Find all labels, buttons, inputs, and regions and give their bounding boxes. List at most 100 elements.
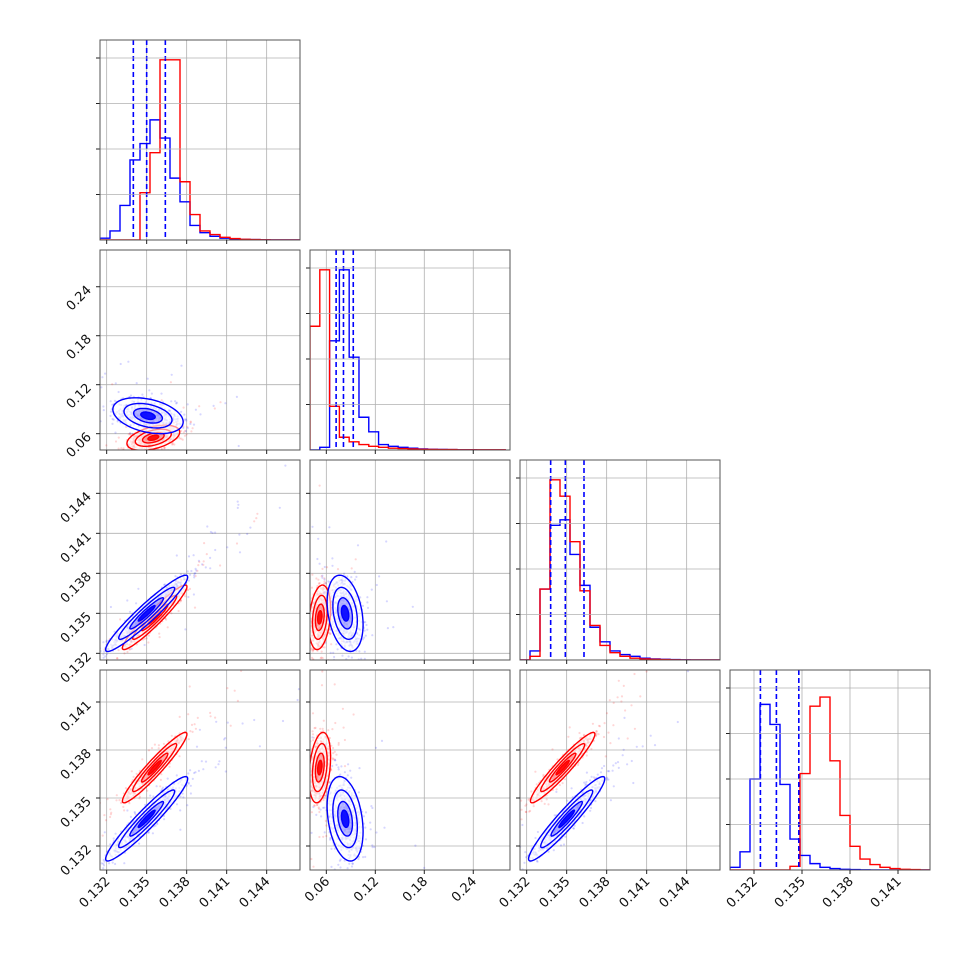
scatter-point: [124, 452, 126, 454]
scatter-point: [318, 562, 321, 565]
scatter-point: [109, 605, 112, 609]
scatter-point: [148, 389, 151, 392]
scatter-point: [179, 464, 181, 466]
scatter-point: [116, 657, 119, 660]
scatter-point: [94, 662, 96, 664]
scatter-point: [346, 575, 349, 578]
scatter-point: [311, 573, 314, 576]
scatter-point: [160, 447, 163, 450]
scatter-panel-3-0: [93, 669, 301, 874]
scatter-point: [143, 450, 145, 452]
scatter-point: [118, 486, 120, 488]
scatter-point: [123, 652, 126, 655]
scatter-point: [363, 650, 366, 653]
scatter-point: [166, 626, 169, 629]
scatter-point: [213, 407, 216, 410]
scatter-point: [36, 434, 38, 436]
scatter-point: [167, 740, 170, 743]
scatter-point: [116, 665, 118, 667]
scatter-point: [331, 564, 334, 567]
scatter-point: [350, 656, 353, 659]
scatter-point: [106, 798, 109, 801]
scatter-point: [182, 426, 185, 429]
scatter-point: [310, 647, 313, 650]
contour-red: [316, 610, 323, 625]
scatter-point: [310, 648, 313, 651]
scatter-point: [1, 753, 3, 755]
scatter-point: [329, 651, 332, 654]
scatter-point: [184, 595, 187, 598]
scatter-point: [187, 713, 190, 716]
scatter-point: [323, 580, 326, 583]
scatter-point: [103, 814, 106, 817]
scatter-point: [364, 621, 367, 624]
scatter-point: [186, 570, 189, 573]
scatter-point: [122, 693, 124, 695]
scatter-point: [122, 805, 125, 809]
scatter-point: [339, 661, 341, 663]
scatter-point: [88, 668, 90, 670]
scatter-point: [253, 520, 256, 523]
scatter-point: [130, 770, 133, 773]
scatter-point: [237, 444, 240, 448]
scatter-point: [318, 582, 321, 585]
scatter-point: [179, 600, 182, 603]
scatter-point: [359, 661, 361, 663]
scatter-point: [138, 769, 141, 772]
scatter-point: [171, 443, 174, 446]
scatter-point: [149, 451, 151, 453]
scatter-point: [321, 576, 324, 579]
scatter-point: [160, 399, 163, 402]
scatter-point: [198, 405, 201, 408]
scatter-point: [320, 575, 323, 578]
scatter-point: [306, 634, 308, 636]
scatter-point: [354, 578, 357, 581]
scatter-point: [330, 643, 333, 646]
scatter-point: [186, 425, 189, 428]
scatter-point: [184, 628, 187, 631]
scatter-point: [194, 727, 197, 730]
scatter-point: [329, 632, 332, 636]
scatter-point: [190, 430, 193, 433]
scatter-point: [188, 685, 191, 688]
scatter-point: [315, 577, 318, 580]
scatter-point: [117, 436, 120, 439]
scatter-point: [343, 572, 346, 575]
scatter-point: [195, 569, 198, 572]
scatter-point: [145, 637, 148, 640]
scatter-point: [366, 606, 370, 610]
scatter-point: [198, 560, 201, 564]
scatter-point: [308, 545, 310, 547]
scatter-point: [128, 662, 130, 664]
scatter-point: [214, 716, 217, 719]
scatter-point: [323, 578, 326, 581]
scatter-point: [109, 400, 112, 403]
scatter-point: [158, 636, 161, 639]
scatter-point: [219, 564, 222, 567]
scatter-point: [130, 647, 133, 650]
scatter-point: [238, 533, 241, 536]
scatter-point: [316, 557, 319, 561]
scatter-point: [147, 634, 150, 637]
scatter-point: [342, 663, 344, 665]
scatter-point: [212, 404, 215, 407]
scatter-point: [93, 841, 95, 843]
scatter-point: [109, 410, 113, 413]
scatter-point: [205, 553, 208, 556]
scatter-point: [125, 425, 128, 428]
scatter-point: [344, 676, 346, 678]
scatter-point: [238, 551, 242, 554]
scatter-point: [126, 599, 129, 602]
scatter-point: [83, 426, 85, 428]
scatter-point: [209, 711, 212, 715]
scatter-point: [125, 664, 127, 666]
scatter-point: [105, 444, 108, 447]
scatter-point: [318, 484, 321, 487]
scatter-point: [341, 654, 344, 657]
scatter-point: [249, 526, 252, 529]
scatter-point: [109, 414, 112, 417]
scatter-point: [111, 383, 114, 386]
scatter-point: [74, 698, 76, 700]
scatter-point: [92, 650, 94, 652]
scatter-point: [356, 544, 360, 547]
